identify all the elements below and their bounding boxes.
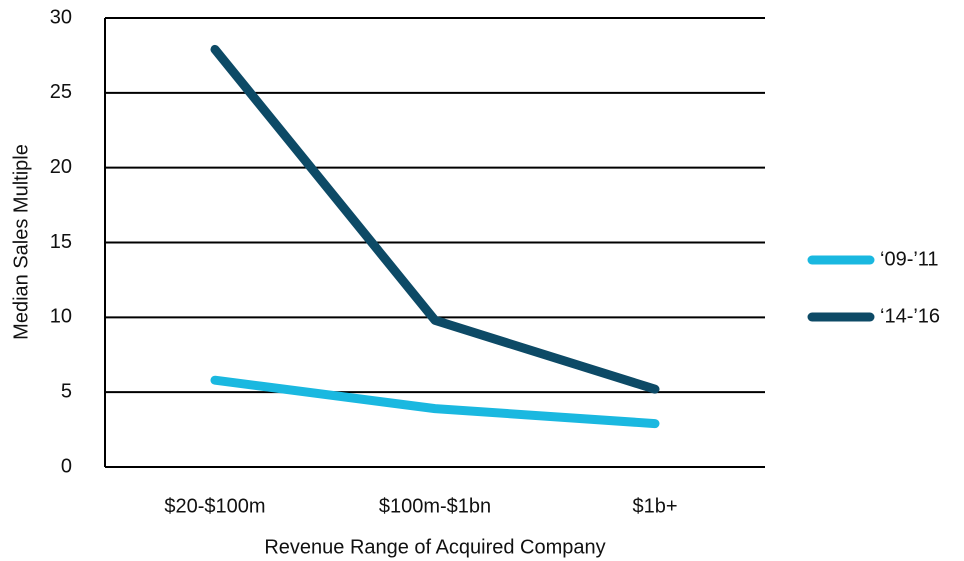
y-tick-label: 25 [50, 81, 72, 103]
y-tick-label: 5 [61, 380, 72, 402]
x-tick-label: $20-$100m [164, 495, 265, 517]
series-line [210, 375, 660, 429]
y-axis-label: Median Sales Multiple [10, 144, 32, 340]
legend-label: ‘09-’11 [880, 248, 939, 270]
y-tick-label: 0 [61, 455, 72, 477]
x-axis-label: Revenue Range of Acquired Company [264, 536, 605, 558]
x-tick-label: $1b+ [632, 495, 677, 517]
legend-label: ‘14-’16 [880, 305, 940, 327]
y-tick-label: 10 [50, 306, 72, 328]
x-tick-label: $100m-$1bn [379, 495, 491, 517]
y-tick-label: 20 [50, 156, 72, 178]
series-line [210, 44, 660, 394]
y-tick-label: 15 [50, 231, 72, 253]
y-tick-label: 30 [50, 6, 72, 28]
